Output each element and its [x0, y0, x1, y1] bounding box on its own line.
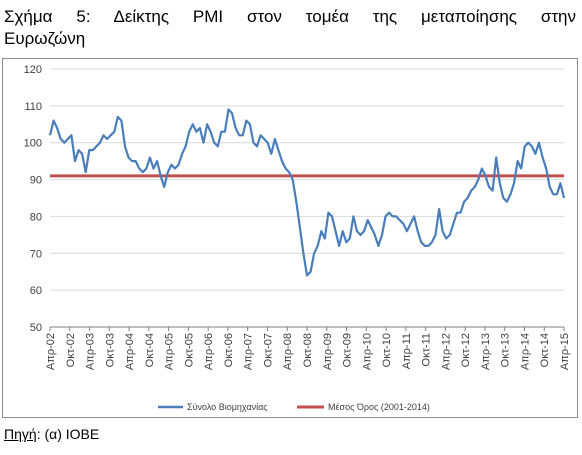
- x-tick-label: Απρ-07: [243, 333, 255, 370]
- x-tick-label: Απρ-09: [322, 333, 334, 370]
- x-tick-label: Οκτ-03: [104, 333, 116, 367]
- y-tick-label: 80: [30, 211, 42, 223]
- x-tick-label: Οκτ-05: [183, 333, 195, 367]
- x-tick-label: Απρ-12: [440, 333, 452, 370]
- x-tick-label: Απρ-14: [519, 333, 531, 370]
- x-tick-label: Οκτ-13: [500, 333, 512, 367]
- x-tick-label: Οκτ-08: [302, 333, 314, 367]
- x-tick-label: Απρ-11: [401, 333, 413, 369]
- source-text: : (α) ΙΟΒΕ: [36, 426, 100, 442]
- legend-label-mean: Μέσος Όρος (2001-2014): [328, 402, 430, 412]
- source-label: Πηγή: [4, 426, 37, 442]
- x-tick-label: Οκτ-09: [342, 333, 354, 367]
- x-tick-label: Οκτ-10: [381, 333, 393, 367]
- x-tick-label: Οκτ-04: [144, 333, 156, 367]
- source-note: Πηγή: (α) ΙΟΒΕ: [4, 426, 99, 442]
- x-tick-label: Οκτ-12: [460, 333, 472, 367]
- x-tick-label: Απρ-10: [361, 333, 373, 370]
- x-tick-label: Οκτ-02: [65, 333, 77, 367]
- y-tick-label: 50: [30, 322, 42, 334]
- y-tick-label: 120: [24, 64, 42, 76]
- x-tick-label: Απρ-02: [45, 333, 57, 370]
- x-tick-label: Απρ-15: [559, 333, 571, 370]
- chart-frame: [2, 58, 578, 418]
- y-tick-label: 60: [30, 285, 42, 297]
- y-tick-label: 100: [24, 138, 42, 150]
- chart-title: Σχήμα 5: Δείκτης PMI στον τομέα της μετα…: [4, 7, 576, 26]
- x-tick-label: Οκτ-07: [262, 333, 274, 367]
- series-line-pmi: [48, 108, 566, 277]
- x-tick-label: Απρ-03: [85, 333, 97, 370]
- y-tick-label: 70: [30, 248, 42, 260]
- x-tick-label: Οκτ-14: [539, 333, 551, 367]
- x-tick-label: Απρ-08: [282, 333, 294, 370]
- x-tick-label: Οκτ-06: [223, 333, 235, 367]
- x-tick-label: Απρ-13: [480, 333, 492, 370]
- chart-title-continued: Ευρωζώνη: [4, 29, 86, 48]
- x-tick-label: Οκτ-11: [421, 333, 433, 366]
- legend-label-pmi: Σύνολο Βιομηχανίας: [187, 402, 268, 412]
- y-tick-label: 90: [30, 175, 42, 187]
- x-tick-label: Απρ-05: [164, 333, 176, 370]
- x-tick-label: Απρ-04: [124, 333, 136, 370]
- x-tick-label: Απρ-06: [203, 333, 215, 370]
- y-tick-label: 110: [24, 101, 42, 113]
